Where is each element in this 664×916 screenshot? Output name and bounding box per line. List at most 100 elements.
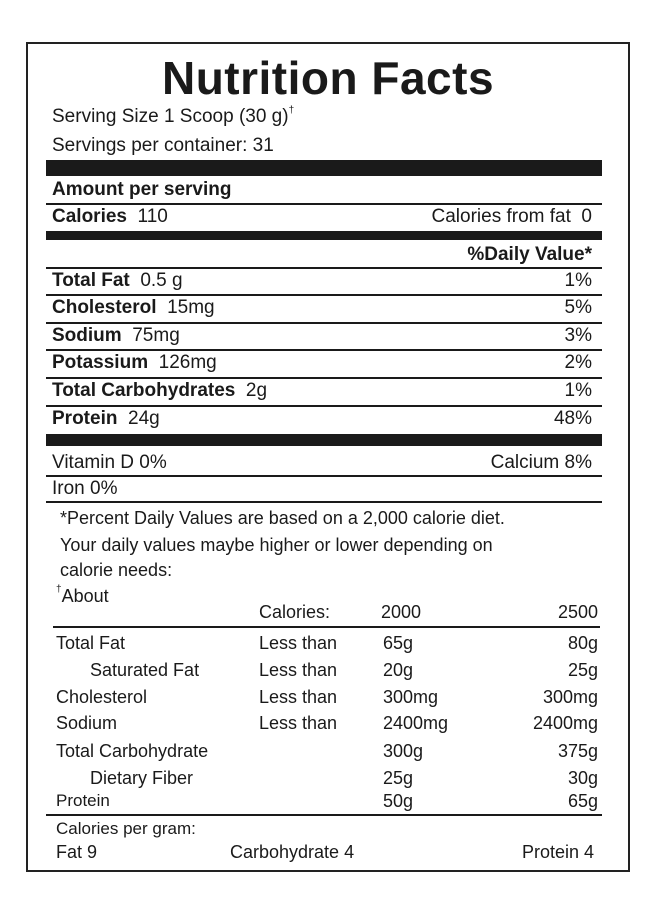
nutrient-cell: Protein 24g	[52, 408, 160, 430]
footnote-line: Your daily values maybe higher or lower …	[60, 535, 493, 555]
divider	[46, 405, 602, 407]
ref-condition: Less than	[259, 687, 338, 707]
ref-value-2000: 2400mg	[383, 713, 449, 733]
divider	[46, 475, 602, 477]
calories-cell: Calories 110	[52, 206, 168, 228]
divider	[46, 203, 602, 205]
ref-value-2500: 300mg	[542, 687, 598, 707]
nutrient-row: Cholesterol 15mg 5%	[52, 297, 592, 319]
nutrient-cell: Total Fat 0.5 g	[52, 270, 183, 292]
nutrient-dv: 2%	[564, 352, 592, 373]
dagger-mark: †	[288, 105, 295, 116]
nutrient-amount: 2g	[245, 380, 268, 401]
calories-per-gram-label: Calories per gram:	[56, 819, 196, 838]
ref-nutrient: Protein	[56, 791, 110, 810]
ref-value-2000: 300mg	[383, 687, 439, 707]
iron-row: Iron 0%	[52, 478, 592, 500]
iron: Iron 0%	[52, 478, 118, 499]
ref-value-2500: 2400mg	[532, 713, 598, 733]
ref-value-2500: 80g	[567, 633, 598, 653]
nutrient-row: Sodium 75mg 3%	[52, 325, 592, 347]
calories-value: 110	[137, 206, 168, 227]
ref-value-2000: 300g	[383, 741, 424, 761]
nutrient-amount: 15mg	[167, 297, 215, 318]
calcium: Calcium 8%	[490, 452, 592, 473]
ref-nutrient: Saturated Fat	[90, 660, 200, 680]
footnote-line: *Percent Daily Values are based on a 2,0…	[60, 508, 505, 528]
ref-nutrient: Sodium	[56, 713, 118, 733]
nutrient-dv: 3%	[564, 325, 592, 346]
about-note: †About	[56, 585, 109, 607]
ref-nutrient: Total Carbohydrate	[56, 741, 209, 761]
ref-nutrient: Cholesterol	[56, 687, 148, 707]
nutrient-cell: Cholesterol 15mg	[52, 297, 215, 319]
divider	[46, 267, 602, 269]
ref-nutrient: Dietary Fiber	[90, 768, 194, 788]
divider-thick	[46, 231, 602, 240]
ref-condition: Less than	[259, 713, 338, 733]
serving-size-text: Serving Size 1 Scoop (30 g)	[52, 106, 289, 127]
divider	[46, 501, 602, 503]
ref-condition: Less than	[259, 660, 338, 680]
vitamin-row: Vitamin D 0% Calcium 8%	[52, 452, 592, 474]
nutrient-name: Total Carbohydrates	[52, 380, 236, 401]
ref-value-2500: 375g	[557, 741, 598, 761]
vitamin-d: Vitamin D 0%	[52, 452, 167, 473]
ref-value-2000: 65g	[383, 633, 414, 653]
nutrient-dv: 1%	[564, 380, 592, 401]
nutrient-cell: Sodium 75mg	[52, 325, 180, 347]
divider	[46, 322, 602, 324]
divider	[46, 814, 602, 816]
ref-2500: 2500	[557, 602, 598, 622]
nutrient-dv: 48%	[553, 408, 592, 429]
ref-value-2000: 25g	[383, 768, 414, 788]
footnote-line: calorie needs:	[60, 560, 173, 580]
serving-size: Serving Size 1 Scoop (30 g)†	[52, 106, 294, 128]
label-title: Nutrition Facts	[161, 52, 495, 104]
carb-per-gram: Carbohydrate 4	[230, 842, 355, 862]
nutrient-dv: 1%	[564, 270, 592, 291]
divider	[46, 349, 602, 351]
divider-thick	[46, 434, 602, 446]
nutrient-name: Sodium	[52, 325, 122, 346]
ref-condition: Less than	[259, 633, 338, 653]
nutrient-cell: Total Carbohydrates 2g	[52, 380, 267, 402]
ref-2000: 2000	[381, 602, 422, 622]
nutrient-amount: 0.5 g	[140, 270, 183, 291]
ref-nutrient: Total Fat	[56, 633, 126, 653]
ref-calories-label: Calories:	[259, 602, 331, 622]
nutrient-name: Total Fat	[52, 270, 130, 291]
nutrition-label	[26, 42, 630, 872]
divider	[46, 377, 602, 379]
nutrient-row: Total Fat 0.5 g 1%	[52, 270, 592, 292]
calories-row: Calories 110 Calories from fat 0	[52, 206, 592, 228]
divider-thick	[46, 160, 602, 176]
nutrient-row: Potassium 126mg 2%	[52, 352, 592, 374]
amount-per-serving: Amount per serving	[52, 179, 232, 200]
servings-per-container: Servings per container: 31	[52, 135, 274, 156]
ref-value-2500: 25g	[567, 660, 598, 680]
daily-value-header: %Daily Value*	[467, 244, 592, 265]
fat-per-gram: Fat 9	[56, 842, 98, 862]
nutrient-cell: Potassium 126mg	[52, 352, 217, 374]
divider	[53, 626, 600, 628]
about-text: About	[61, 586, 109, 606]
ref-value-2500: 65g	[567, 791, 598, 811]
nutrient-amount: 24g	[128, 408, 160, 429]
nutrient-dv: 5%	[564, 297, 592, 318]
nutrient-name: Cholesterol	[52, 297, 157, 318]
nutrient-name: Protein	[52, 408, 118, 429]
nutrient-amount: 126mg	[158, 352, 217, 373]
nutrient-row: Total Carbohydrates 2g 1%	[52, 380, 592, 402]
dagger-mark: †	[56, 584, 62, 595]
ref-value-2500: 30g	[567, 768, 598, 788]
daily-value-header-row: %Daily Value*	[52, 244, 592, 266]
divider	[46, 294, 602, 296]
ref-value-2000: 50g	[383, 791, 414, 811]
ref-value-2000: 20g	[383, 660, 414, 680]
protein-per-gram: Protein 4	[521, 842, 594, 862]
nutrient-amount: 75mg	[132, 325, 180, 346]
nutrient-row: Protein 24g 48%	[52, 408, 592, 430]
calories-from-fat: Calories from fat 0	[431, 206, 593, 227]
calories-label: Calories	[52, 206, 127, 227]
